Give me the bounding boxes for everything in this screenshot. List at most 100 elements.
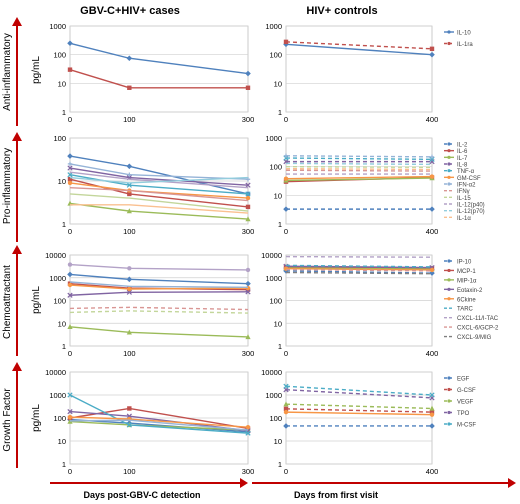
data-point	[245, 70, 251, 77]
legend-label: 6Ckine	[457, 297, 476, 303]
legend-label: IFNγ	[457, 189, 470, 195]
row-label-text: Pro-inflammatory	[2, 148, 13, 224]
x-tick-label: 0	[68, 349, 72, 358]
right-x-arrowhead	[508, 478, 516, 488]
series-line	[285, 41, 433, 50]
y-tick-label: 10000	[45, 368, 66, 377]
series-line	[285, 268, 433, 272]
legend-label: CXCL-11/I-TAC	[457, 316, 499, 322]
data-point	[127, 266, 132, 271]
x-tick-label: 100	[123, 115, 136, 124]
legend-marker	[447, 182, 451, 186]
legend-marker	[447, 399, 451, 403]
series-line	[285, 403, 433, 410]
y-tick-label: 1	[62, 220, 66, 229]
y-tick-label: 1	[278, 342, 282, 351]
y-tick-label: 100	[269, 414, 282, 423]
data-point	[126, 289, 132, 295]
chart-panel: 1 10 100 0 100 300	[53, 134, 254, 236]
data-point	[67, 67, 73, 72]
series-line	[69, 186, 249, 202]
x-tick-label: 0	[68, 115, 72, 124]
data-point	[245, 280, 251, 287]
series-line	[69, 171, 249, 189]
y-tick-label: 10	[274, 79, 282, 88]
legend-label: IL-8	[457, 163, 468, 169]
right-x-axis-label: Days from first visit	[294, 490, 378, 500]
data-point	[429, 154, 435, 160]
data-point	[127, 172, 132, 177]
series-line	[285, 264, 433, 268]
data-point	[245, 85, 251, 90]
chart-panel: 1 10 100 1000 0 100 300	[49, 22, 254, 124]
legend-label: MCP-1	[457, 269, 476, 275]
y-tick-label: 1000	[49, 22, 66, 31]
data-point	[283, 41, 289, 48]
series-line	[69, 306, 249, 311]
data-point	[126, 208, 132, 214]
chart-panel: 1 10 100 1000 10000 0 400 EGF G-CSF VEGF TPO M-CSF	[261, 368, 476, 476]
legend-label: VEGF	[457, 400, 474, 406]
data-point	[245, 424, 251, 430]
legend-label: GM-CSF	[457, 176, 481, 182]
row-label-growth-factor: Growth Factor	[2, 362, 22, 468]
data-point	[245, 430, 251, 436]
legend-marker	[447, 169, 451, 173]
legend-label: IL-2	[457, 143, 468, 149]
data-point	[429, 174, 435, 179]
legend-label: TPO	[457, 411, 470, 417]
data-point	[429, 46, 435, 52]
y-tick-label: 10000	[261, 251, 282, 260]
x-tick-label: 0	[284, 115, 288, 124]
data-point	[283, 401, 289, 407]
legend-marker	[447, 410, 451, 415]
legend-marker	[447, 149, 451, 153]
y-tick-label: 1	[278, 460, 282, 469]
plot-area	[69, 25, 249, 113]
series-line	[285, 267, 433, 271]
series-line	[285, 155, 433, 158]
y-tick-label: 1000	[265, 274, 282, 283]
series-line	[285, 169, 433, 172]
data-point	[283, 409, 289, 415]
x-tick-label: 400	[426, 467, 439, 476]
x-tick-label: 0	[68, 467, 72, 476]
series-line	[285, 255, 433, 258]
y-tick-label: 100	[269, 51, 282, 60]
chart-panel: 1 10 100 1000 0 400 IL-10 IL-1ra	[265, 22, 473, 124]
legend-marker	[447, 376, 451, 380]
legend-label: IL-12(p70)	[457, 209, 485, 215]
x-tick-label: 400	[426, 227, 439, 236]
data-point	[67, 282, 73, 288]
x-tick-label: 100	[123, 349, 136, 358]
x-tick-label: 100	[123, 227, 136, 236]
y-tick-label: 10	[58, 177, 66, 186]
chart-panel: 1 10 100 1000 10000 0 100 300	[45, 251, 254, 358]
data-point	[245, 191, 251, 197]
legend-marker	[447, 259, 451, 263]
legend-label: M-CSF	[457, 423, 476, 429]
data-point	[429, 405, 435, 411]
series-line	[285, 162, 433, 166]
data-point	[283, 423, 289, 429]
legend-label: IL-1ra	[457, 42, 473, 48]
y-tick-label: 1000	[49, 274, 66, 283]
row-label-pro-inflammatory: Pro-inflammatory	[2, 132, 22, 242]
data-point	[126, 422, 132, 428]
data-point	[67, 153, 73, 159]
right-column-title: HIV+ controls	[306, 5, 377, 17]
legend-label: TARC	[457, 307, 474, 313]
y-tick-label: 100	[53, 134, 66, 143]
data-point	[67, 418, 73, 424]
y-tick-label: 100	[53, 51, 66, 60]
y-tick-label: 10	[274, 191, 282, 200]
legend-label: MIP-1α	[457, 278, 477, 284]
legend-marker	[447, 155, 451, 159]
y-unit-label: pg/mL	[31, 56, 42, 84]
data-point	[283, 206, 289, 212]
legend-label: G-CSF	[457, 388, 476, 394]
data-point	[127, 191, 132, 197]
data-point	[126, 163, 133, 170]
data-point	[283, 266, 289, 271]
data-point	[67, 292, 73, 298]
